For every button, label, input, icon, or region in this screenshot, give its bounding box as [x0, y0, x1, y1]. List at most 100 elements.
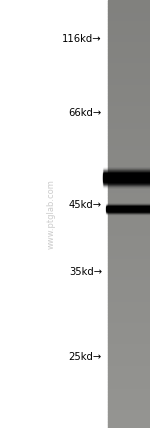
Bar: [108, 40, 150, 42]
Bar: [108, 117, 150, 119]
Bar: [108, 151, 150, 153]
Bar: [108, 223, 150, 224]
Bar: [108, 237, 150, 238]
Bar: [108, 247, 150, 248]
Bar: [108, 275, 150, 277]
Bar: [108, 244, 150, 245]
Bar: [108, 369, 150, 371]
Bar: [108, 180, 150, 181]
Bar: [108, 31, 150, 33]
Bar: [108, 245, 150, 247]
Bar: [108, 218, 150, 220]
Bar: [108, 205, 150, 207]
Bar: [108, 257, 150, 258]
Bar: [108, 230, 150, 231]
Bar: [108, 292, 150, 294]
Bar: [108, 91, 150, 93]
Bar: [108, 308, 150, 309]
Bar: [108, 243, 150, 244]
Bar: [108, 300, 150, 301]
Bar: [108, 197, 150, 198]
Bar: [108, 305, 150, 307]
Bar: [108, 298, 150, 300]
Bar: [108, 389, 150, 391]
Bar: [108, 128, 150, 130]
Bar: [108, 0, 150, 1]
Bar: [108, 284, 150, 285]
Bar: [108, 16, 150, 17]
Bar: [108, 335, 150, 337]
Bar: [108, 311, 150, 312]
Bar: [108, 90, 150, 91]
Bar: [108, 386, 150, 388]
Bar: [108, 181, 150, 183]
Bar: [108, 24, 150, 26]
Bar: [108, 23, 150, 24]
Bar: [108, 270, 150, 271]
Bar: [108, 50, 150, 51]
Bar: [108, 424, 150, 425]
Bar: [108, 137, 150, 138]
Bar: [108, 256, 150, 257]
Bar: [108, 297, 150, 298]
Bar: [108, 183, 150, 184]
Bar: [108, 408, 150, 410]
Bar: [108, 168, 150, 170]
Bar: [108, 303, 150, 304]
Bar: [108, 63, 150, 64]
Bar: [108, 250, 150, 251]
Bar: [108, 84, 150, 86]
Bar: [108, 360, 150, 361]
Bar: [108, 281, 150, 282]
Bar: [108, 207, 150, 208]
Bar: [108, 187, 150, 188]
Bar: [108, 350, 150, 351]
Bar: [108, 380, 150, 381]
Text: 25kd→: 25kd→: [69, 352, 102, 363]
Bar: [108, 167, 150, 168]
Bar: [108, 241, 150, 243]
Bar: [108, 193, 150, 194]
Bar: [108, 372, 150, 374]
Bar: [108, 278, 150, 279]
Bar: [108, 191, 150, 193]
Bar: [108, 251, 150, 253]
Bar: [108, 33, 150, 34]
Bar: [108, 228, 150, 230]
Bar: [108, 238, 150, 240]
Bar: [108, 378, 150, 380]
Bar: [108, 224, 150, 226]
Bar: [108, 43, 150, 44]
Bar: [108, 94, 150, 95]
Bar: [108, 141, 150, 143]
Bar: [108, 262, 150, 264]
Bar: [108, 76, 150, 77]
Bar: [108, 161, 150, 163]
Bar: [108, 384, 150, 385]
Bar: [108, 196, 150, 197]
Bar: [108, 288, 150, 290]
Bar: [108, 415, 150, 416]
Bar: [108, 394, 150, 395]
Bar: [108, 77, 150, 78]
Bar: [108, 194, 150, 196]
Bar: [108, 342, 150, 344]
Bar: [108, 89, 150, 90]
Bar: [108, 258, 150, 260]
Bar: [108, 54, 150, 56]
Bar: [108, 53, 150, 54]
Bar: [108, 377, 150, 378]
Bar: [108, 113, 150, 114]
Bar: [108, 42, 150, 43]
Bar: [108, 7, 150, 9]
Bar: [108, 153, 150, 154]
Bar: [108, 348, 150, 350]
Bar: [108, 388, 150, 389]
Bar: [108, 220, 150, 221]
Bar: [108, 264, 150, 265]
Bar: [108, 331, 150, 333]
Bar: [108, 253, 150, 254]
Bar: [108, 174, 150, 175]
Bar: [108, 240, 150, 241]
Bar: [108, 17, 150, 18]
